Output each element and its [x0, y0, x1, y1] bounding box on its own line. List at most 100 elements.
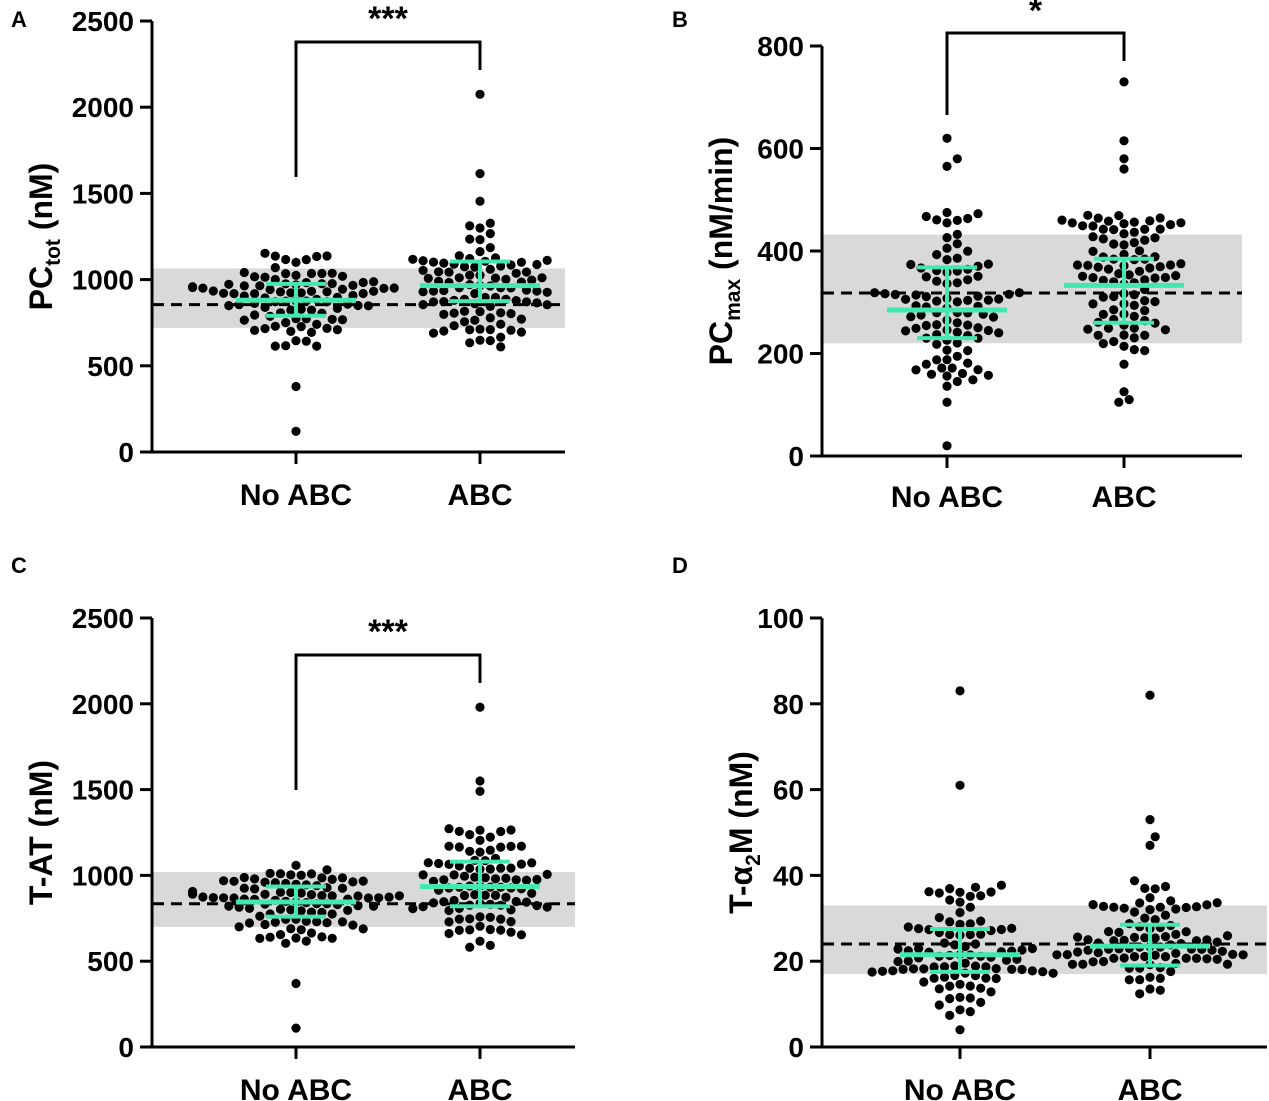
data-point — [465, 221, 475, 231]
data-point — [1202, 900, 1212, 910]
data-point — [942, 218, 952, 228]
data-point — [1119, 903, 1129, 913]
data-point — [1119, 164, 1129, 174]
data-point — [465, 270, 475, 280]
data-point — [485, 325, 495, 335]
data-point — [1067, 959, 1078, 969]
y-tick-label: 2000 — [72, 92, 134, 123]
data-point — [932, 276, 942, 286]
data-point — [1150, 233, 1160, 243]
data-point — [496, 342, 506, 352]
data-point — [312, 917, 322, 927]
data-point — [890, 289, 900, 300]
data-point — [286, 905, 296, 915]
data-point — [506, 863, 516, 873]
data-point — [485, 336, 495, 346]
data-point — [945, 994, 955, 1004]
data-point — [952, 297, 962, 307]
data-point — [542, 255, 552, 265]
data-point — [275, 887, 286, 897]
data-point — [955, 992, 965, 1003]
data-point — [1093, 213, 1103, 223]
data-point — [914, 943, 924, 954]
data-point — [511, 296, 521, 306]
data-point — [260, 302, 270, 312]
data-point — [454, 826, 464, 837]
data-point — [932, 215, 942, 225]
data-point — [942, 207, 952, 218]
data-point — [496, 863, 506, 873]
data-point — [496, 261, 506, 271]
data-point — [312, 319, 322, 329]
data-point — [239, 872, 249, 883]
data-point — [475, 247, 485, 257]
data-point — [358, 876, 368, 886]
data-point — [942, 371, 952, 381]
data-point — [1150, 273, 1160, 283]
data-point — [1119, 240, 1129, 250]
data-point — [454, 925, 464, 935]
data-point — [459, 890, 470, 901]
data-point — [542, 902, 552, 912]
data-point — [475, 169, 485, 179]
data-point — [281, 269, 291, 279]
data-point — [1176, 259, 1186, 269]
data-point — [537, 273, 547, 283]
data-point — [1140, 883, 1150, 894]
data-point — [1140, 235, 1150, 245]
data-point — [418, 265, 428, 275]
panel-a: A 0 500 1000 1500 2000 2500 No ABC ABC PCtot (nM)… — [11, 0, 565, 512]
data-point — [942, 161, 952, 171]
data-point — [358, 277, 368, 288]
data-point — [1109, 225, 1119, 235]
data-point — [1150, 832, 1160, 842]
data-point — [322, 865, 332, 875]
data-point — [418, 870, 428, 880]
data-point — [239, 883, 249, 893]
data-point — [239, 281, 249, 291]
data-point — [1078, 271, 1088, 281]
data-point — [965, 929, 975, 940]
data-point — [527, 275, 537, 285]
data-point — [906, 312, 916, 322]
data-point — [1191, 902, 1202, 912]
data-point — [1212, 898, 1222, 908]
data-point — [516, 841, 527, 851]
data-point — [942, 397, 952, 407]
data-point — [198, 283, 208, 293]
data-point — [1160, 910, 1171, 920]
data-point — [291, 426, 301, 436]
data-point — [475, 223, 485, 233]
data-point — [465, 846, 475, 856]
data-point — [1067, 218, 1077, 228]
data-point — [932, 296, 942, 306]
data-point — [994, 294, 1004, 304]
data-point — [1083, 210, 1093, 220]
significance-stars: * — [1029, 0, 1043, 30]
data-point — [496, 925, 506, 935]
y-tick-label: 600 — [757, 134, 804, 165]
data-point — [1078, 221, 1088, 231]
data-point — [428, 257, 439, 267]
data-point — [955, 979, 965, 989]
data-point — [973, 291, 983, 301]
data-point — [921, 359, 931, 369]
data-point — [516, 257, 527, 267]
y-tick-label: 1500 — [72, 775, 134, 806]
data-point — [485, 229, 495, 239]
data-point — [511, 896, 521, 907]
data-point — [332, 325, 342, 335]
data-point — [1109, 305, 1119, 315]
data-point — [327, 874, 337, 885]
data-point — [465, 234, 475, 244]
data-point — [306, 305, 317, 315]
data-point — [250, 325, 260, 335]
data-point — [317, 932, 327, 942]
data-point — [475, 235, 485, 245]
data-point — [291, 257, 301, 267]
data-point — [532, 259, 542, 270]
data-point — [1114, 269, 1124, 279]
data-point — [1145, 216, 1155, 226]
data-point — [449, 870, 459, 880]
data-point — [224, 279, 234, 289]
